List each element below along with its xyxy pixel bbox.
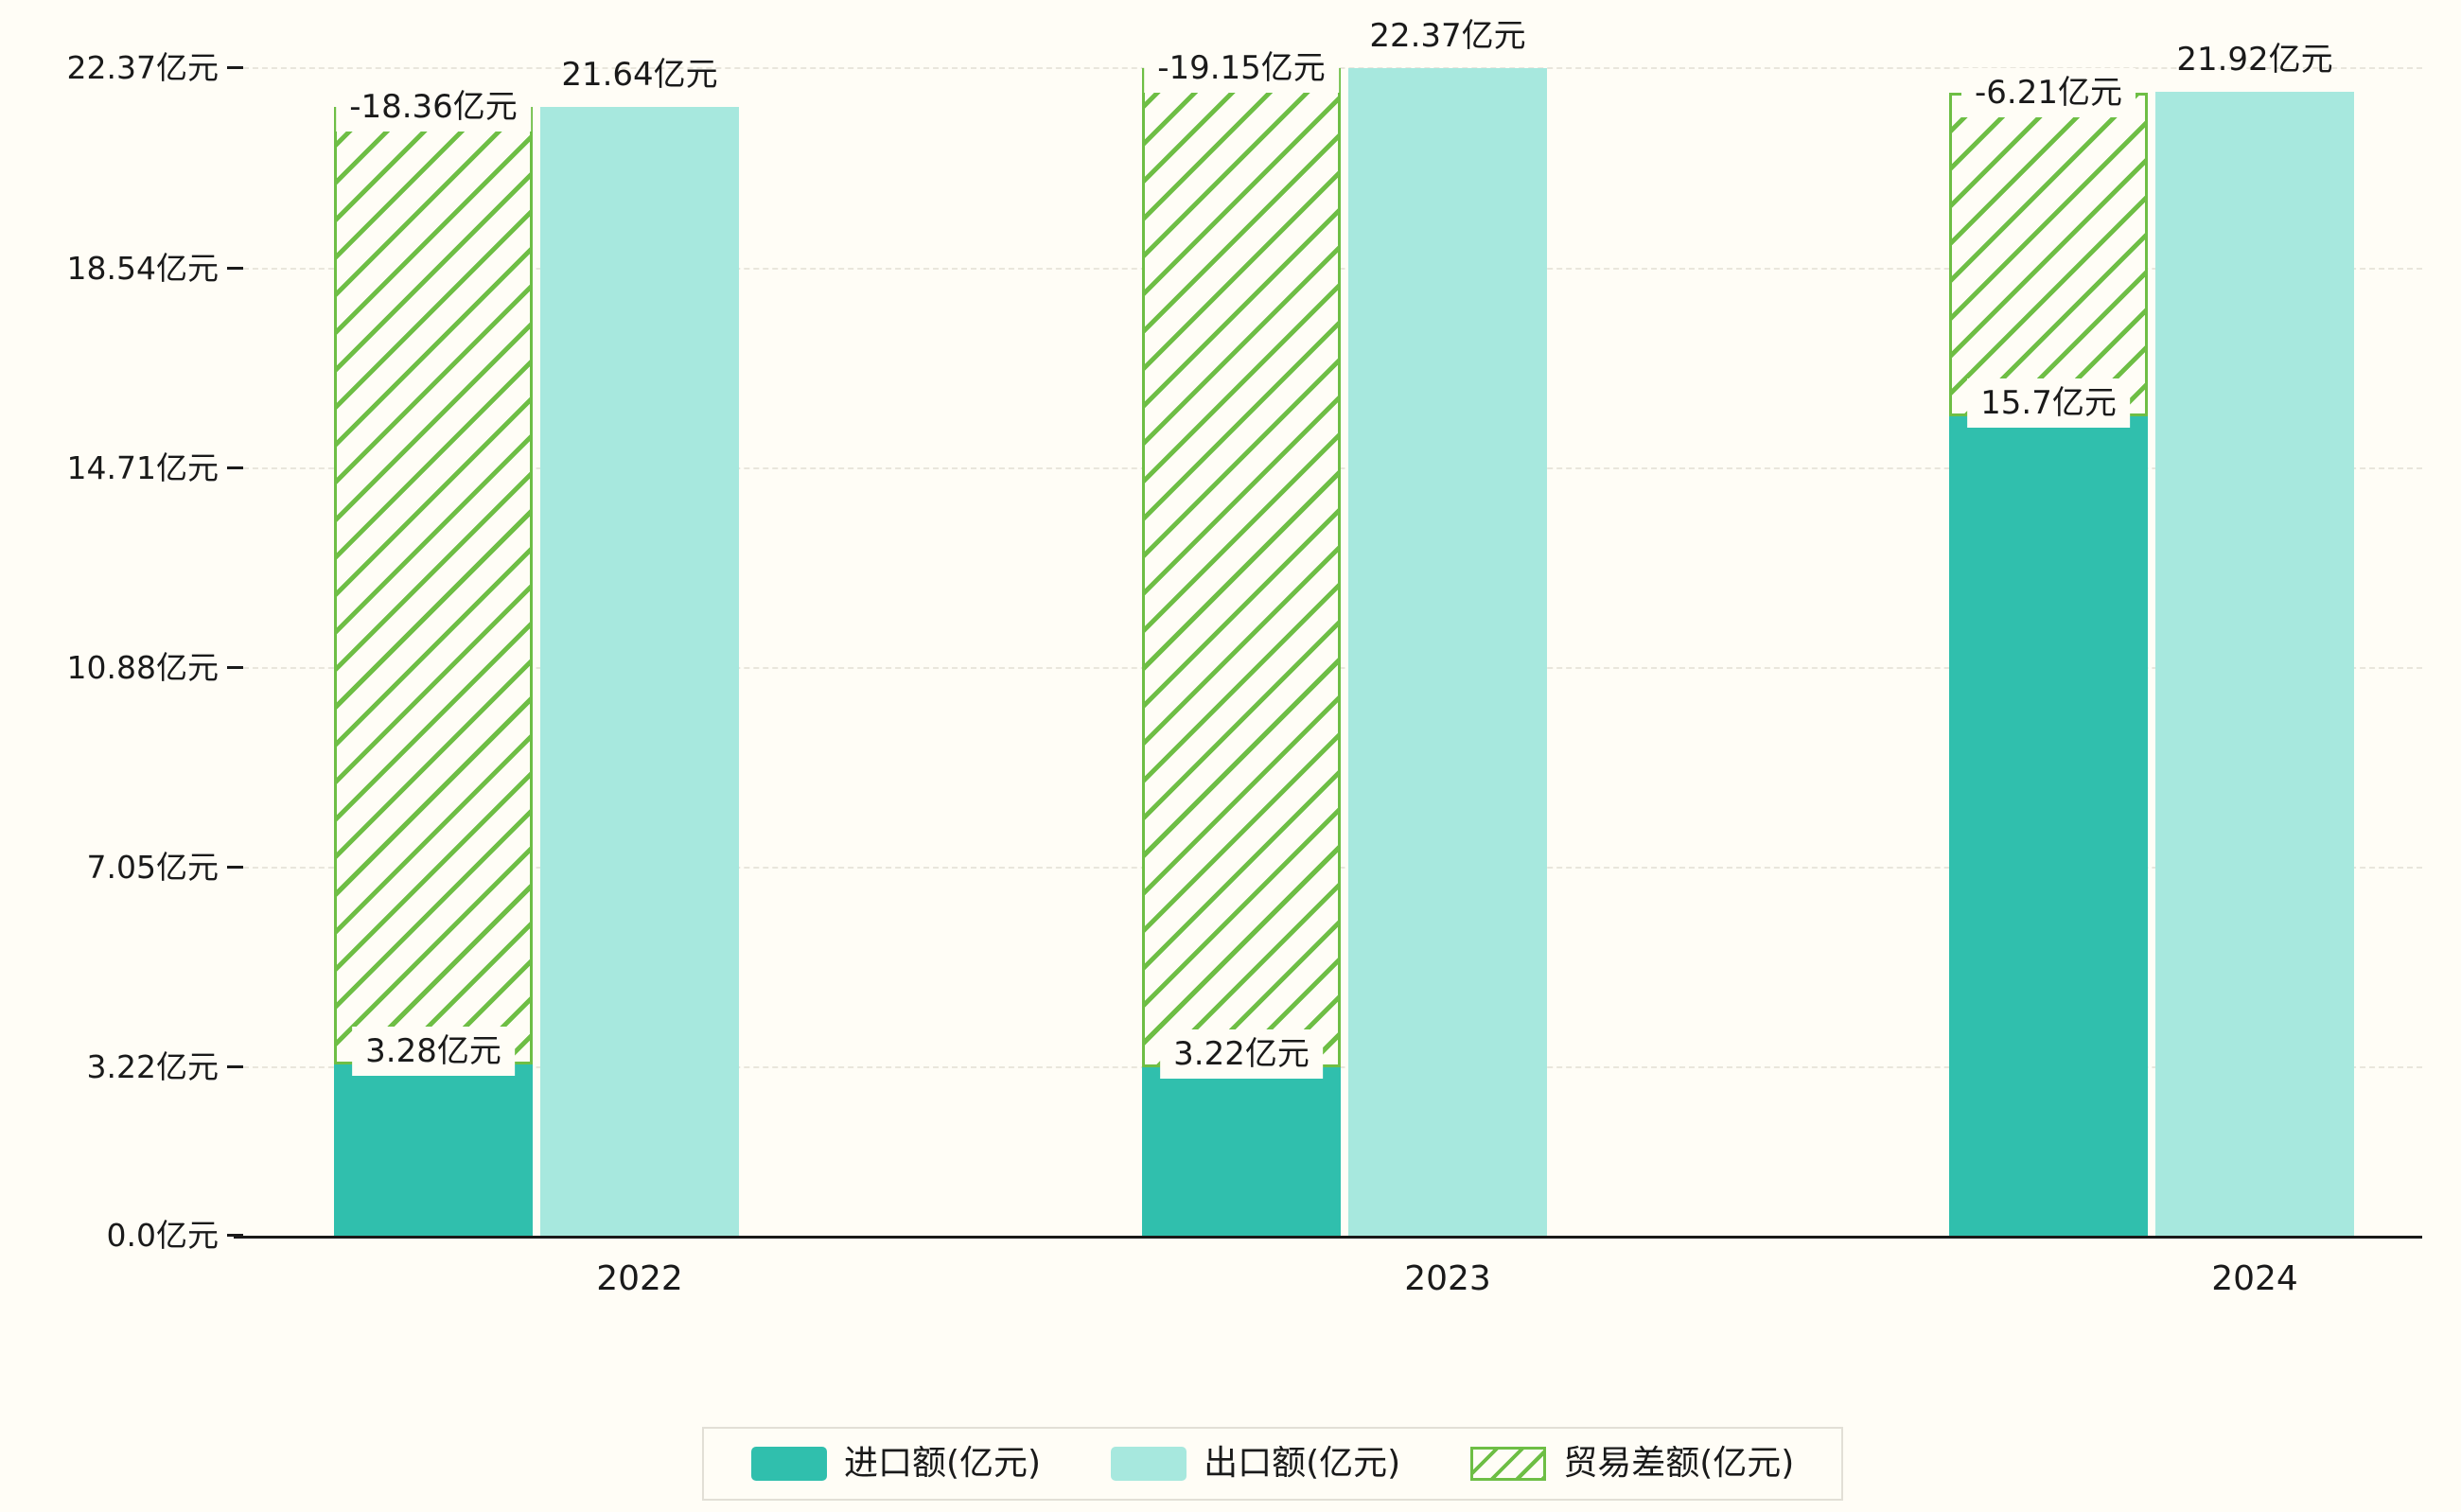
import-label: 15.7亿元	[1967, 378, 2130, 429]
y-axis-tick-label: 3.22亿元	[86, 1048, 219, 1086]
export-label: 22.37亿元	[1369, 17, 1526, 56]
export-bar	[2155, 92, 2354, 1236]
y-axis-tick-label: 14.71亿元	[66, 448, 219, 486]
legend-item-trade-balance[interactable]: 贸易差额(亿元)	[1470, 1443, 1794, 1485]
y-axis-tick	[227, 66, 243, 70]
import-label: 3.22亿元	[1160, 1029, 1323, 1080]
import-bar	[334, 1064, 533, 1236]
legend-swatch-export	[1111, 1447, 1187, 1481]
y-axis-tick	[227, 1234, 243, 1237]
import-bar	[1949, 416, 2148, 1236]
x-axis-label: 2022	[596, 1259, 683, 1298]
legend-swatch-trade-balance	[1470, 1447, 1547, 1481]
legend-swatch-import	[751, 1447, 827, 1481]
y-axis-tick-label: 7.05亿元	[86, 849, 219, 887]
x-axis-line	[234, 1236, 2422, 1239]
import-label: 3.28亿元	[352, 1027, 515, 1077]
legend: 进口额(亿元) 出口额(亿元) 贸易差额(亿元)	[702, 1427, 1844, 1501]
y-axis-tick	[227, 466, 243, 469]
trade-balance-bar	[1949, 92, 2148, 417]
x-axis-label: 2024	[2211, 1259, 2298, 1298]
trade-balance-label: -18.36亿元	[336, 81, 531, 132]
legend-label-import: 进口额(亿元)	[844, 1444, 1042, 1483]
export-bar	[540, 106, 739, 1236]
x-axis-label: 2023	[1404, 1259, 1491, 1298]
legend-label-trade-balance: 贸易差额(亿元)	[1563, 1444, 1795, 1483]
y-axis-tick-label: 0.0亿元	[106, 1217, 219, 1254]
import-bar	[1142, 1067, 1341, 1236]
trade-balance-label: -6.21亿元	[1961, 67, 2136, 117]
legend-item-export[interactable]: 出口额(亿元)	[1111, 1443, 1400, 1485]
y-axis-tick	[227, 866, 243, 870]
trade-balance-bar	[334, 106, 533, 1065]
y-axis-tick-label: 10.88亿元	[66, 648, 219, 686]
y-axis-tick-label: 22.37亿元	[66, 49, 219, 87]
legend-item-import[interactable]: 进口额(亿元)	[751, 1443, 1041, 1485]
legend-label-export: 出口额(亿元)	[1204, 1444, 1401, 1483]
trade-balance-label: -19.15亿元	[1144, 44, 1339, 94]
trade-balance-bar	[1142, 68, 1341, 1068]
y-axis-tick-label: 18.54亿元	[66, 249, 219, 287]
export-label: 21.64亿元	[561, 55, 718, 94]
y-axis-tick	[227, 1065, 243, 1069]
y-axis-tick	[227, 266, 243, 270]
y-axis-tick	[227, 665, 243, 669]
export-label: 21.92亿元	[2176, 41, 2333, 79]
export-bar	[1348, 68, 1547, 1236]
